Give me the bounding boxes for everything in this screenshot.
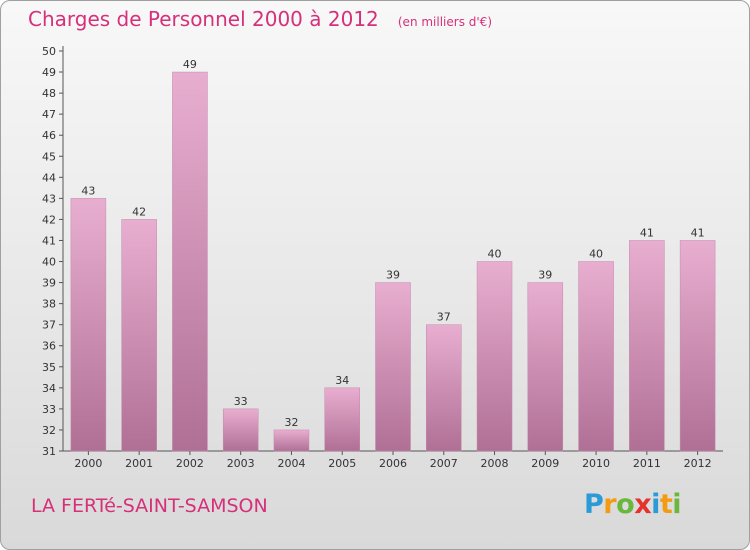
bar [426,324,462,452]
data-label: 49 [183,58,197,71]
bar [679,240,716,452]
x-tick-label: 2012 [684,457,712,470]
y-tick-label: 45 [42,150,56,163]
x-tick-label: 2002 [176,457,204,470]
y-tick-label: 48 [42,87,56,100]
y-tick-label: 33 [42,403,56,416]
labels: 2000 43 2001 42 2002 49 2003 33 2004 32 2005 34 2006… [74,58,711,470]
chart-title: Charges de Personnel 2000 à 2012 [28,7,379,31]
y-tick-label: 31 [42,445,56,458]
y-tick-label: 44 [42,171,56,184]
data-label: 42 [132,205,146,218]
bar [172,71,208,452]
y-tick-label: 37 [42,319,56,332]
proxiti-logo: Proxiti [584,489,682,520]
y-tick-label: 36 [42,340,56,353]
bar [476,261,513,452]
y-tick-label: 50 [42,45,56,58]
title-row: Charges de Personnel 2000 à 2012 (en mil… [28,7,492,31]
data-label: 41 [691,226,705,239]
bar [629,240,665,452]
y-tick-label: 34 [42,382,56,395]
x-tick-label: 2010 [582,457,610,470]
logo-letter: r [603,489,617,520]
data-label: 39 [538,269,552,282]
y-tick-label: 41 [42,234,56,247]
x-tick-label: 2004 [277,457,305,470]
data-label: 33 [234,395,248,408]
x-tick-label: 2011 [633,457,661,470]
bar [375,282,411,452]
x-tick-label: 2009 [531,457,559,470]
chart-subtitle: (en milliers d'€) [397,15,492,29]
data-label: 34 [335,374,349,387]
y-tick-label: 49 [42,66,56,79]
y-tick-label: 32 [42,424,56,437]
axes: 31 32 33 34 35 36 37 38 39 40 41 42 43 44 45 46 47 48 49 50 [42,45,723,458]
x-tick-label: 2008 [481,457,509,470]
data-label: 40 [589,248,603,261]
x-tick-label: 2006 [379,457,407,470]
y-tick-label: 43 [42,192,56,205]
bar [324,387,360,452]
data-label: 39 [386,269,400,282]
y-tick-label: 47 [42,108,56,121]
y-tick-label: 46 [42,129,56,142]
x-tick-label: 2000 [74,457,102,470]
bar [222,408,259,452]
y-tick-label: 40 [42,256,56,269]
bars [70,71,716,452]
y-tick-label: 39 [42,277,56,290]
bar [527,282,564,452]
x-tick-label: 2005 [328,457,356,470]
logo-letter: i [651,489,660,520]
y-tick-label: 42 [42,213,56,226]
bar [121,219,157,452]
y-tick-label: 38 [42,298,56,311]
logo-letter: P [584,489,604,520]
commune-name: LA FERTé-SAINT-SAMSON [31,495,268,517]
data-label: 32 [284,416,298,429]
bar [70,198,107,452]
data-label: 40 [488,248,502,261]
logo-letter: i [672,489,682,520]
bar [273,429,310,452]
data-label: 41 [640,226,654,239]
bar [578,261,614,452]
logo-letter: x [634,489,652,520]
x-tick-label: 2003 [227,457,255,470]
x-tick-label: 2007 [430,457,458,470]
x-tick-label: 2001 [125,457,153,470]
y-tick-label: 35 [42,361,56,374]
logo-letter: t [659,489,673,520]
data-label: 37 [437,311,451,324]
data-label: 43 [81,184,95,197]
logo-letter: o [616,489,635,520]
